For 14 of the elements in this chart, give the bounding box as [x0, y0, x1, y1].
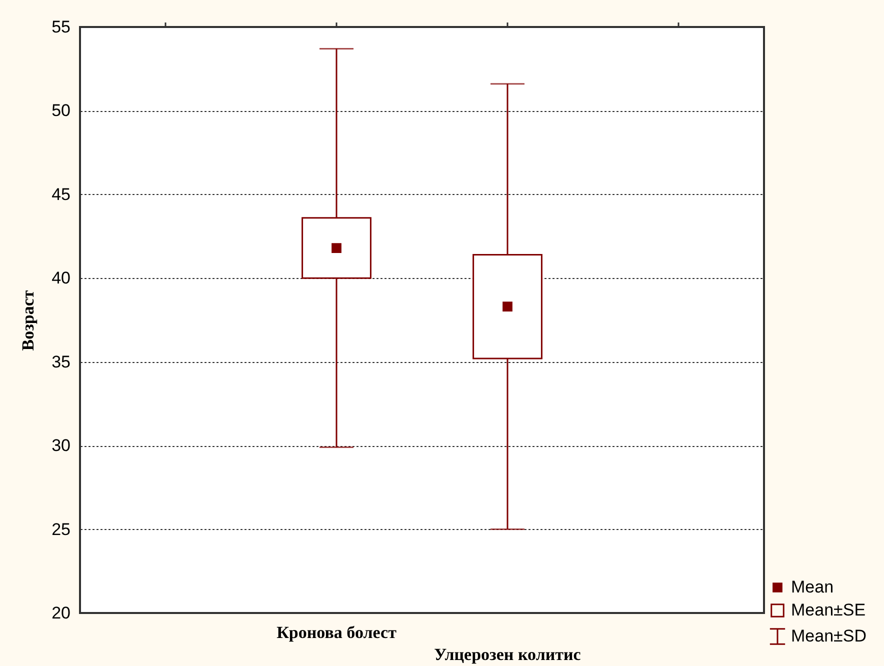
y-tick-label: 40 [52, 268, 70, 288]
x-tick-label: Кронова болест [276, 623, 398, 642]
legend-label: Mean±SE [791, 600, 866, 620]
y-tick-label: 35 [52, 352, 70, 372]
y-tick-label: 45 [52, 184, 70, 204]
y-tick-label: 25 [52, 520, 70, 539]
y-tick-label: 55 [52, 18, 70, 36]
y-axis-title: Возраст [18, 290, 38, 351]
legend-label: Mean [791, 578, 834, 596]
x-tick-label: Улцерозен колитис [434, 645, 582, 664]
legend-label: Mean±SD [791, 626, 866, 646]
y-tick-label: 50 [52, 101, 70, 120]
y-tick-label: 30 [52, 436, 70, 456]
y-tick-label: 20 [52, 604, 70, 622]
